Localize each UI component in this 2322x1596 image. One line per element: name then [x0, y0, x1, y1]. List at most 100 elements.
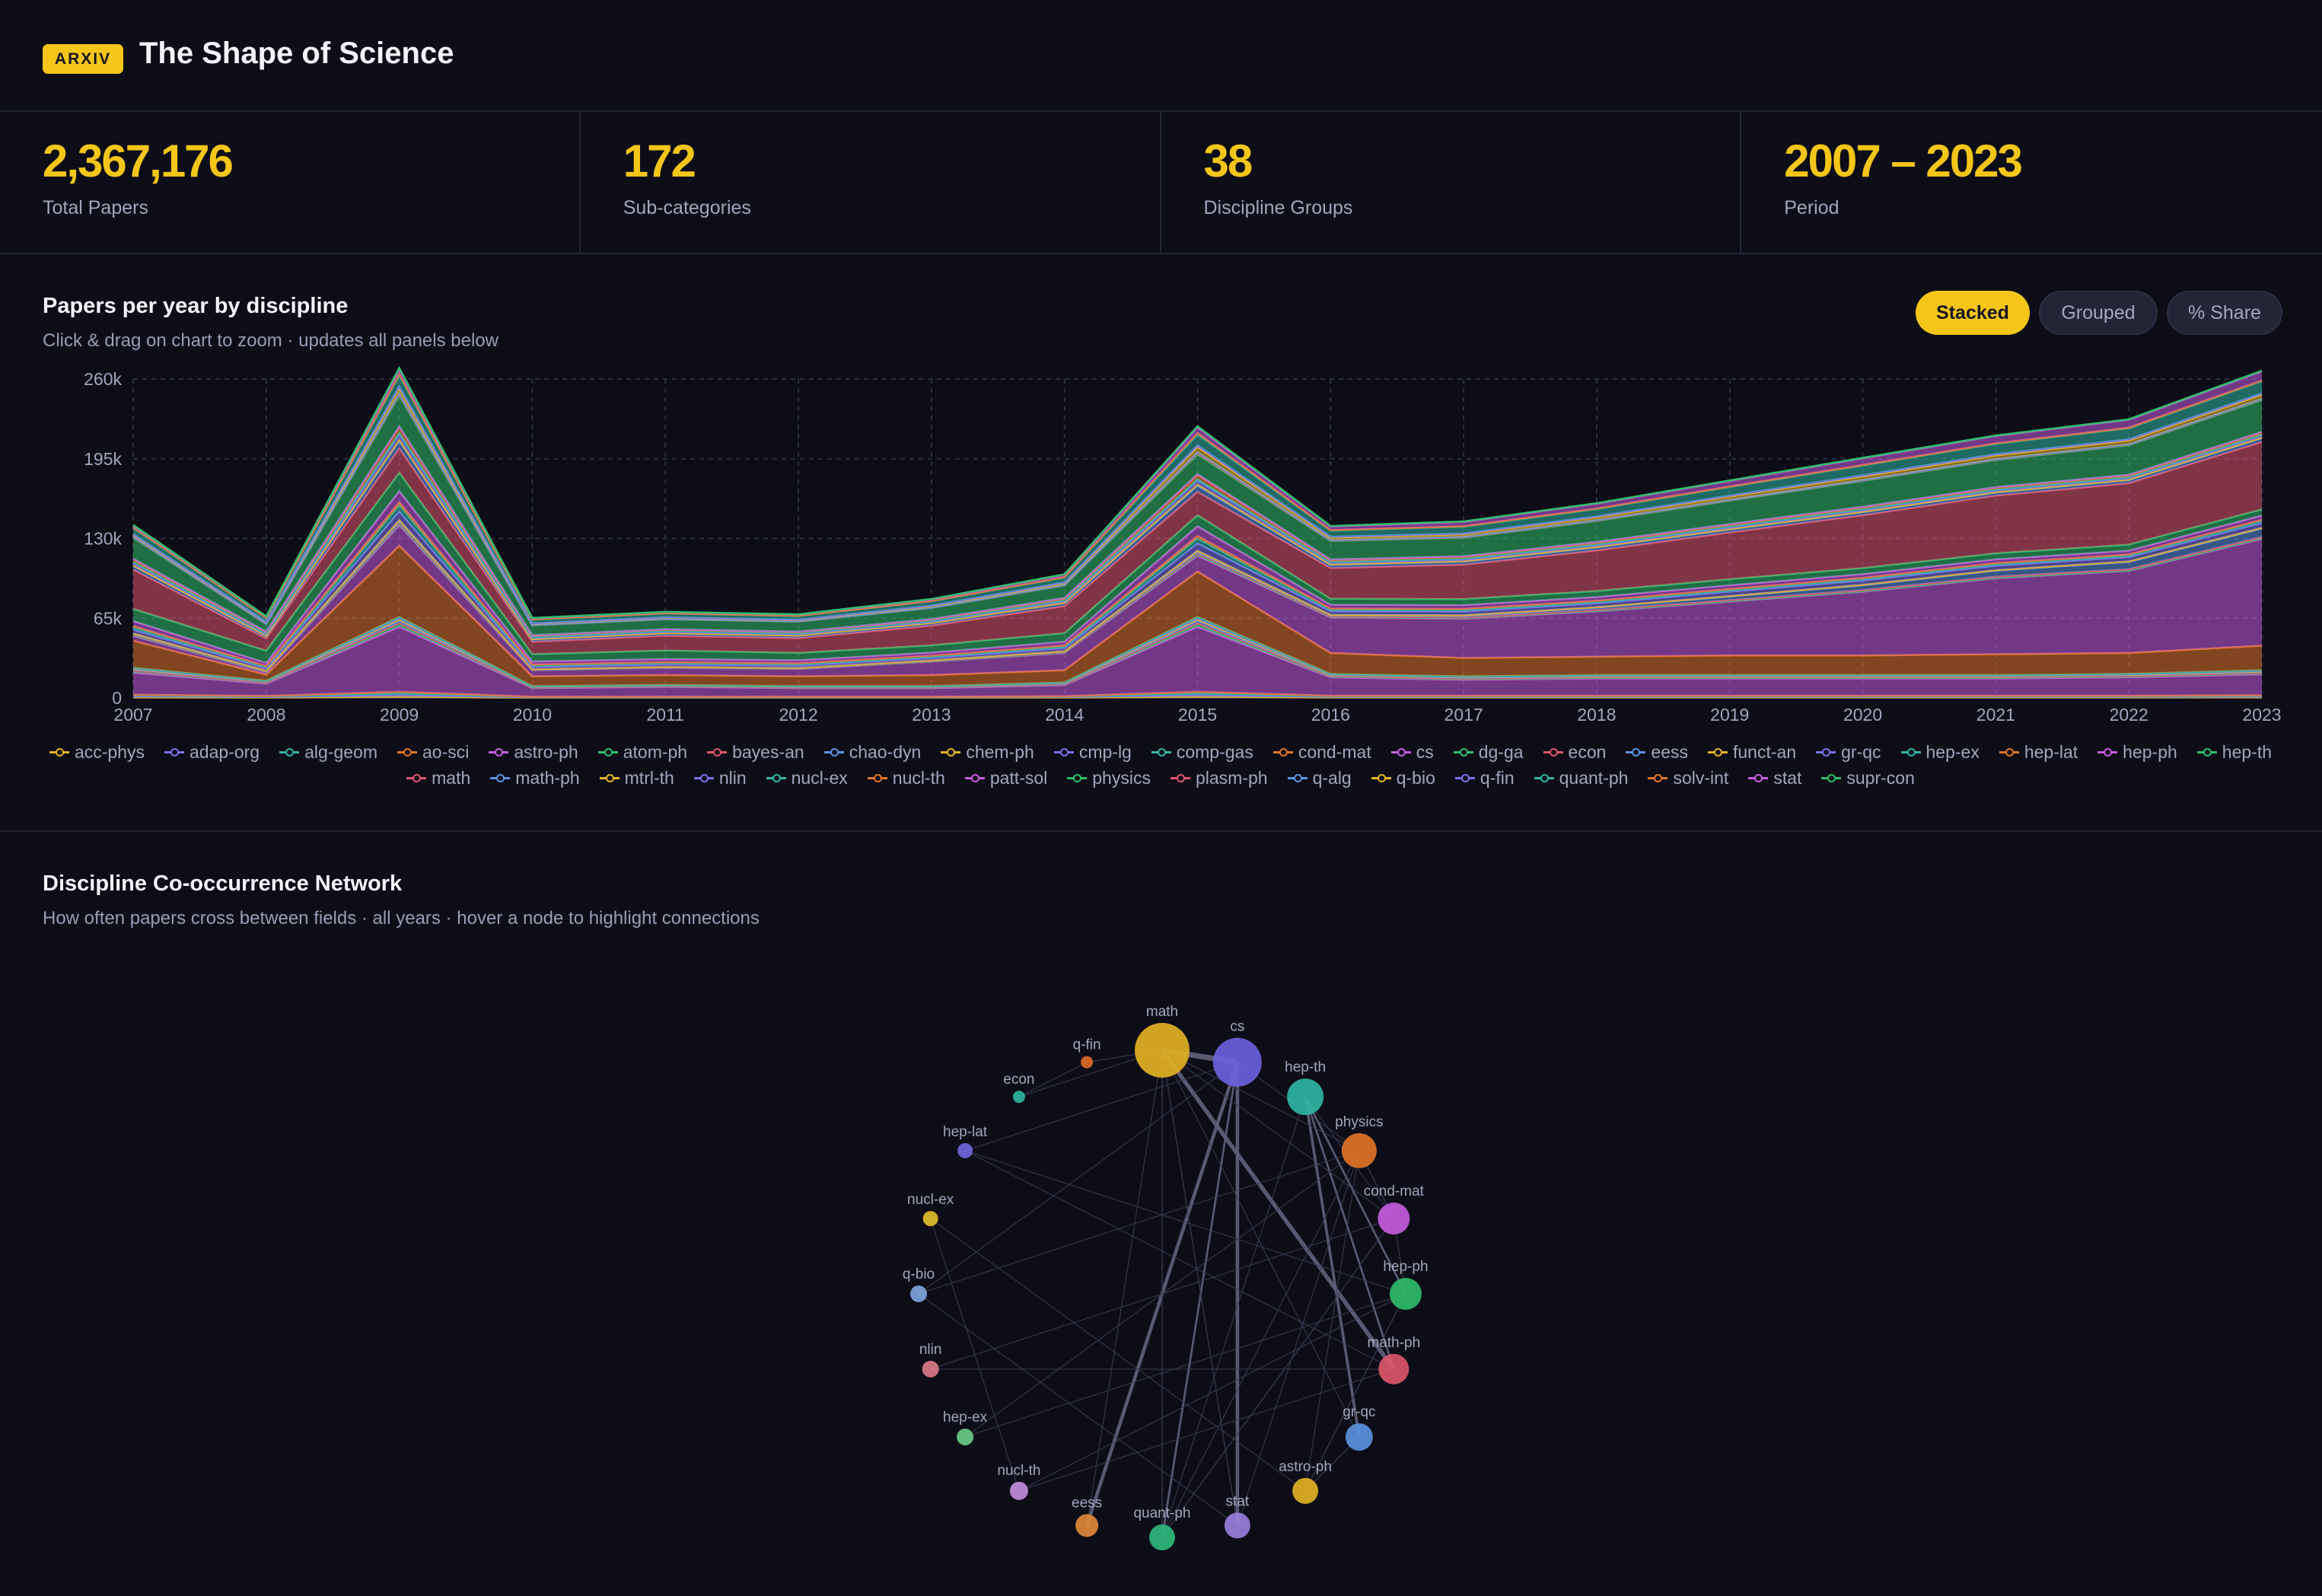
node-hep-ph[interactable]: [1390, 1278, 1422, 1310]
legend-swatch: [2196, 747, 2217, 757]
node-quant-ph[interactable]: [1149, 1524, 1175, 1550]
legend-item-acc-phys[interactable]: acc-phys: [49, 742, 145, 762]
toggle-grouped-button[interactable]: Grouped: [2039, 291, 2158, 335]
co-occurrence-network[interactable]: math cs hep-th physics cond-mat hep-ph math-ph…: [837, 982, 1492, 1591]
y-tick-label: 130k: [84, 529, 122, 549]
stats-bar: 2,367,176 Total Papers 172 Sub-categorie…: [0, 112, 2322, 254]
legend-label: econ: [1568, 741, 1607, 762]
legend-item-comp-gas[interactable]: comp-gas: [1151, 742, 1253, 762]
legend-label: math-ph: [515, 767, 580, 788]
edge-nucl-th-hep-ph: [1018, 1293, 1406, 1492]
legend-item-chao-dyn[interactable]: chao-dyn: [823, 742, 921, 762]
node-stat[interactable]: [1224, 1512, 1250, 1539]
legend-item-chem-ph[interactable]: chem-ph: [941, 742, 1034, 762]
node-gr-qc[interactable]: [1345, 1423, 1373, 1451]
stat-label: Sub-categories: [623, 197, 751, 218]
legend-item-math-ph[interactable]: math-ph: [490, 767, 580, 788]
edge-q-bio-stat: [918, 1293, 1238, 1526]
legend-item-solv-int[interactable]: solv-int: [1648, 768, 1728, 788]
legend-item-supr-con[interactable]: supr-con: [1821, 767, 1915, 788]
area-series-hep-ph[interactable]: [133, 491, 2262, 667]
legend-item-q-bio[interactable]: q-bio: [1371, 768, 1435, 788]
legend-item-plasm-ph[interactable]: plasm-ph: [1170, 768, 1268, 788]
legend-label: stat: [1773, 767, 1802, 788]
legend-item-bayes-an[interactable]: bayes-an: [707, 742, 804, 762]
node-cond-mat[interactable]: [1378, 1203, 1410, 1235]
node-math-ph[interactable]: [1378, 1353, 1409, 1384]
edge-cs-quant-ph: [1161, 1062, 1239, 1538]
node-hep-lat[interactable]: [957, 1142, 973, 1158]
legend-item-q-alg[interactable]: q-alg: [1287, 768, 1352, 788]
toggle-stacked-button[interactable]: Stacked: [1916, 291, 2030, 335]
node-cs[interactable]: [1212, 1037, 1262, 1087]
legend-label: supr-con: [1846, 767, 1915, 788]
legend-item-atom-ph[interactable]: atom-ph: [597, 742, 687, 762]
legend-item-quant-ph[interactable]: quant-ph: [1534, 768, 1628, 788]
legend-swatch: [597, 747, 618, 757]
legend-item-adap-org[interactable]: adap-org: [164, 742, 260, 762]
node-econ[interactable]: [1012, 1091, 1025, 1104]
legend-item-ao-sci[interactable]: ao-sci: [397, 742, 469, 762]
node-nucl-ex[interactable]: [922, 1211, 938, 1227]
legend-item-nucl-th[interactable]: nucl-th: [867, 768, 945, 788]
legend-item-dg-ga[interactable]: dg-ga: [1453, 742, 1524, 762]
legend-item-econ[interactable]: econ: [1543, 741, 1607, 762]
legend-item-nucl-ex[interactable]: nucl-ex: [766, 768, 848, 788]
legend-item-nlin[interactable]: nlin: [693, 768, 747, 788]
legend-swatch: [406, 773, 427, 783]
legend-item-cmp-lg[interactable]: cmp-lg: [1053, 742, 1132, 762]
legend-item-mtrl-th[interactable]: mtrl-th: [599, 768, 674, 788]
legend-item-physics[interactable]: physics: [1067, 768, 1151, 788]
node-math[interactable]: [1135, 1023, 1190, 1078]
legend-item-astro-ph[interactable]: astro-ph: [489, 742, 578, 762]
legend-swatch: [1453, 747, 1473, 757]
edge-hep-th-hep-ph: [1304, 1096, 1407, 1295]
area-series-cs[interactable]: [133, 524, 2262, 677]
node-hep-th[interactable]: [1287, 1078, 1324, 1116]
legend-item-cs[interactable]: cs: [1390, 742, 1434, 762]
legend-item-eess[interactable]: eess: [1626, 742, 1688, 762]
legend-label: math: [432, 767, 471, 788]
app-title: The Shape of Science: [139, 37, 454, 70]
legend-item-hep-ex[interactable]: hep-ex: [1900, 742, 1980, 762]
app-header: ARXIV The Shape of Science: [0, 0, 2322, 112]
legend-swatch: [1454, 773, 1475, 783]
node-q-bio[interactable]: [910, 1285, 927, 1302]
legend-label: cond-mat: [1298, 741, 1371, 762]
legend-item-cond-mat[interactable]: cond-mat: [1272, 741, 1371, 762]
node-nucl-th[interactable]: [1009, 1481, 1028, 1500]
node-nlin[interactable]: [922, 1360, 939, 1378]
legend-item-funct-an[interactable]: funct-an: [1708, 742, 1796, 762]
x-tick-label: 2010: [513, 705, 552, 725]
legend-item-hep-ph[interactable]: hep-ph: [2097, 742, 2177, 762]
node-physics[interactable]: [1341, 1132, 1377, 1168]
x-tick-label: 2012: [779, 705, 817, 725]
legend-label: solv-int: [1673, 767, 1729, 788]
legend-swatch: [1900, 747, 1921, 757]
x-tick-label: 2021: [1976, 705, 2015, 725]
area-series-ao-sci[interactable]: [133, 691, 2262, 697]
node-eess[interactable]: [1075, 1514, 1099, 1537]
node-label-econ: econ: [1003, 1072, 1034, 1088]
node-hep-ex[interactable]: [957, 1429, 974, 1446]
edge-hep-ph-astro-ph: [1304, 1293, 1406, 1492]
stacked-area-chart[interactable]: 0 65k 130k 195k 260k 2007 2008 2009 2010 2011 2012…: [0, 358, 2322, 738]
area-series-cond-mat[interactable]: [133, 546, 2262, 687]
legend-item-patt-sol[interactable]: patt-sol: [964, 768, 1047, 788]
legend-item-alg-geom[interactable]: alg-geom: [279, 742, 377, 762]
legend-item-math[interactable]: math: [406, 768, 470, 788]
node-label-math: math: [1146, 1004, 1178, 1020]
legend-item-hep-lat[interactable]: hep-lat: [1999, 742, 2078, 762]
node-label-hep-ph: hep-ph: [1383, 1259, 1428, 1275]
legend-item-stat[interactable]: stat: [1748, 768, 1801, 788]
node-q-fin[interactable]: [1081, 1056, 1094, 1069]
legend-item-gr-qc[interactable]: gr-qc: [1816, 742, 1881, 762]
area-series-math[interactable]: [133, 441, 2262, 655]
legend-swatch: [279, 747, 300, 757]
legend-item-q-fin[interactable]: q-fin: [1454, 768, 1515, 788]
legend-label: physics: [1092, 767, 1151, 788]
legend-label: funct-an: [1733, 741, 1797, 762]
toggle-share-button[interactable]: % Share: [2167, 291, 2282, 335]
legend-item-hep-th[interactable]: hep-th: [2196, 742, 2272, 762]
node-astro-ph[interactable]: [1292, 1477, 1319, 1504]
